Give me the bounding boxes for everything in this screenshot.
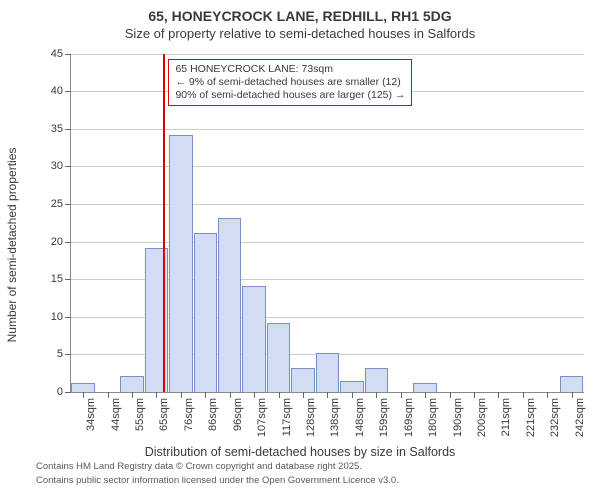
x-tick-label: 55sqm xyxy=(134,398,146,431)
x-tick-label: 242sqm xyxy=(574,398,586,437)
annotation-line: 90% of semi-detached houses are larger (… xyxy=(175,89,405,102)
y-tick-label: 0 xyxy=(57,386,63,398)
x-tick xyxy=(547,392,548,398)
x-tick-label: 86sqm xyxy=(207,398,219,431)
bar-slot: 242sqm xyxy=(559,54,583,392)
annotation-box: 65 HONEYCROCK LANE: 73sqm← 9% of semi-de… xyxy=(168,59,412,106)
x-tick xyxy=(303,392,304,398)
y-tick-label: 40 xyxy=(51,85,63,97)
bar-slot: 180sqm xyxy=(413,54,437,392)
y-tick-label: 25 xyxy=(51,198,63,210)
bar xyxy=(413,383,436,392)
x-tick-label: 138sqm xyxy=(329,398,341,437)
bar xyxy=(365,368,388,392)
x-tick xyxy=(376,392,377,398)
bar-slot: 232sqm xyxy=(535,54,559,392)
x-tick-label: 211sqm xyxy=(500,398,512,436)
x-tick-label: 200sqm xyxy=(476,398,488,437)
chart-title: 65, HONEYCROCK LANE, REDHILL, RH1 5DG xyxy=(10,8,590,26)
x-tick xyxy=(230,392,231,398)
bar-slot: 34sqm xyxy=(71,54,95,392)
x-tick-label: 128sqm xyxy=(305,398,317,437)
x-tick xyxy=(83,392,84,398)
annotation-line: 65 HONEYCROCK LANE: 73sqm xyxy=(175,63,405,76)
x-tick xyxy=(425,392,426,398)
x-tick-label: 159sqm xyxy=(378,398,390,437)
x-tick-label: 96sqm xyxy=(232,398,244,431)
bar xyxy=(218,218,241,392)
bar-slot: 190sqm xyxy=(437,54,461,392)
y-tick-label: 15 xyxy=(51,273,63,285)
x-tick xyxy=(132,392,133,398)
x-tick-label: 107sqm xyxy=(256,398,268,437)
bar xyxy=(267,323,290,392)
x-tick xyxy=(352,392,353,398)
x-tick-label: 221sqm xyxy=(525,398,537,437)
x-tick-label: 148sqm xyxy=(354,398,366,437)
bar xyxy=(120,376,143,392)
x-tick xyxy=(108,392,109,398)
bar xyxy=(242,286,265,392)
y-tick-label: 10 xyxy=(51,311,63,323)
annotation-line: ← 9% of semi-detached houses are smaller… xyxy=(175,76,405,89)
x-tick-label: 65sqm xyxy=(158,398,170,431)
chart-subtitle: Size of property relative to semi-detach… xyxy=(10,26,590,42)
bar xyxy=(291,368,314,392)
x-axis-label: Distribution of semi-detached houses by … xyxy=(10,445,590,459)
x-tick-label: 169sqm xyxy=(403,398,415,437)
bar-slot: 44sqm xyxy=(95,54,119,392)
bar-slot: 221sqm xyxy=(511,54,535,392)
bar xyxy=(169,135,192,391)
x-tick-label: 190sqm xyxy=(452,398,464,437)
bar-slot: 55sqm xyxy=(120,54,144,392)
footnote-line-2: Contains public sector information licen… xyxy=(36,475,590,487)
x-tick xyxy=(523,392,524,398)
y-tick-label: 5 xyxy=(57,348,63,360)
bar-slot: 211sqm xyxy=(486,54,510,392)
chart-container: 65, HONEYCROCK LANE, REDHILL, RH1 5DG Si… xyxy=(0,0,600,500)
bar xyxy=(194,233,217,392)
x-tick-label: 44sqm xyxy=(110,398,122,431)
footnote-line-1: Contains HM Land Registry data © Crown c… xyxy=(36,461,590,473)
bar-slot: 200sqm xyxy=(462,54,486,392)
bar xyxy=(316,353,339,392)
reference-line xyxy=(163,54,165,392)
y-tick-label: 20 xyxy=(51,236,63,248)
y-tick-label: 30 xyxy=(51,160,63,172)
x-tick-label: 117sqm xyxy=(281,398,293,436)
x-tick xyxy=(572,392,573,398)
x-tick-label: 34sqm xyxy=(85,398,97,431)
x-tick xyxy=(474,392,475,398)
x-tick xyxy=(205,392,206,398)
y-tick xyxy=(65,392,71,393)
plot-region: 34sqm44sqm55sqm65sqm76sqm86sqm96sqm107sq… xyxy=(70,54,584,393)
bar xyxy=(71,383,94,392)
x-tick xyxy=(450,392,451,398)
x-tick xyxy=(327,392,328,398)
y-axis-label: Number of semi-detached properties xyxy=(5,148,19,343)
y-tick-label: 35 xyxy=(51,123,63,135)
x-tick-label: 232sqm xyxy=(549,398,561,437)
x-tick xyxy=(254,392,255,398)
x-tick xyxy=(279,392,280,398)
chart-area: Number of semi-detached properties 34sqm… xyxy=(42,48,590,443)
bar xyxy=(560,376,583,392)
x-tick xyxy=(401,392,402,398)
y-tick-label: 45 xyxy=(51,48,63,60)
x-tick xyxy=(181,392,182,398)
x-tick-label: 180sqm xyxy=(427,398,439,437)
x-tick-label: 76sqm xyxy=(183,398,195,431)
x-tick xyxy=(156,392,157,398)
x-tick xyxy=(498,392,499,398)
bar xyxy=(340,381,363,392)
